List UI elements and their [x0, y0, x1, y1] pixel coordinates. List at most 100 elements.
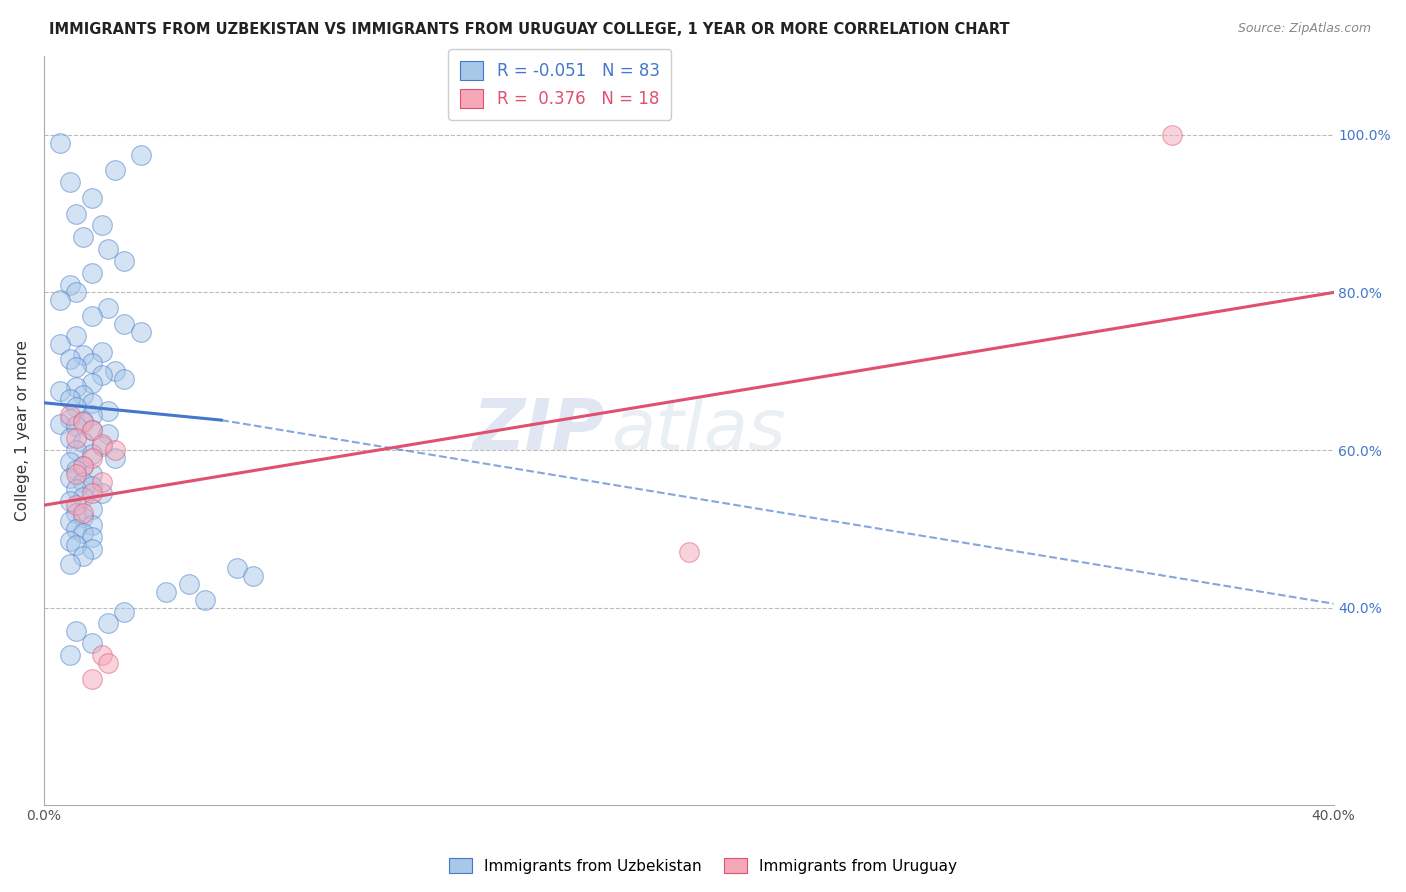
- Point: [82, 376, 104, 390]
- Point: [226, 561, 249, 575]
- Point: [97, 403, 120, 417]
- Point: [59, 514, 82, 528]
- Point: [82, 450, 104, 465]
- Point: [65, 207, 87, 221]
- Point: [59, 558, 82, 572]
- Point: [59, 352, 82, 367]
- Point: [114, 605, 136, 619]
- Point: [177, 577, 200, 591]
- Point: [59, 277, 82, 292]
- Point: [82, 467, 104, 481]
- Point: [49, 293, 72, 308]
- Point: [97, 301, 120, 316]
- Point: [65, 498, 87, 512]
- Point: [72, 458, 94, 473]
- Point: [65, 431, 87, 445]
- Point: [59, 494, 82, 508]
- Point: [72, 388, 94, 402]
- Point: [72, 525, 94, 540]
- Point: [1161, 128, 1184, 142]
- Point: [72, 349, 94, 363]
- Point: [59, 408, 82, 422]
- Text: Source: ZipAtlas.com: Source: ZipAtlas.com: [1237, 22, 1371, 36]
- Point: [82, 502, 104, 516]
- Point: [49, 417, 72, 431]
- Point: [65, 400, 87, 414]
- Point: [65, 483, 87, 497]
- Point: [82, 636, 104, 650]
- Point: [82, 356, 104, 370]
- Point: [65, 538, 87, 552]
- Point: [72, 458, 94, 473]
- Point: [129, 147, 152, 161]
- Point: [82, 478, 104, 492]
- Point: [72, 435, 94, 450]
- Point: [65, 506, 87, 520]
- Point: [59, 533, 82, 548]
- Y-axis label: College, 1 year or more: College, 1 year or more: [15, 340, 30, 521]
- Point: [72, 549, 94, 564]
- Point: [104, 364, 127, 378]
- Point: [49, 136, 72, 150]
- Text: IMMIGRANTS FROM UZBEKISTAN VS IMMIGRANTS FROM URUGUAY COLLEGE, 1 YEAR OR MORE CO: IMMIGRANTS FROM UZBEKISTAN VS IMMIGRANTS…: [49, 22, 1010, 37]
- Point: [90, 436, 112, 450]
- Point: [82, 309, 104, 323]
- Point: [82, 672, 104, 686]
- Point: [90, 475, 112, 489]
- Point: [82, 447, 104, 461]
- Point: [72, 475, 94, 489]
- Point: [59, 455, 82, 469]
- Point: [59, 648, 82, 662]
- Point: [97, 616, 120, 631]
- Point: [65, 522, 87, 536]
- Text: atlas: atlas: [612, 396, 786, 465]
- Point: [82, 423, 104, 437]
- Point: [82, 541, 104, 556]
- Point: [65, 443, 87, 458]
- Point: [59, 431, 82, 445]
- Point: [82, 266, 104, 280]
- Point: [72, 506, 94, 520]
- Point: [72, 510, 94, 524]
- Point: [65, 380, 87, 394]
- Point: [104, 163, 127, 178]
- Point: [90, 344, 112, 359]
- Point: [59, 175, 82, 189]
- Point: [59, 392, 82, 406]
- Point: [72, 414, 94, 428]
- Point: [59, 411, 82, 425]
- Point: [82, 530, 104, 544]
- Point: [90, 486, 112, 500]
- Point: [104, 443, 127, 458]
- Point: [194, 592, 217, 607]
- Point: [82, 408, 104, 422]
- Point: [678, 545, 700, 559]
- Point: [90, 648, 112, 662]
- Point: [155, 585, 177, 599]
- Point: [72, 416, 94, 430]
- Point: [82, 396, 104, 410]
- Text: ZIP: ZIP: [472, 396, 605, 465]
- Point: [59, 470, 82, 484]
- Point: [49, 384, 72, 398]
- Point: [82, 191, 104, 205]
- Point: [65, 463, 87, 477]
- Legend: Immigrants from Uzbekistan, Immigrants from Uruguay: Immigrants from Uzbekistan, Immigrants f…: [443, 852, 963, 880]
- Point: [97, 427, 120, 442]
- Point: [90, 219, 112, 233]
- Point: [82, 517, 104, 532]
- Point: [72, 230, 94, 244]
- Point: [104, 450, 127, 465]
- Point: [65, 360, 87, 375]
- Point: [65, 624, 87, 639]
- Point: [114, 254, 136, 268]
- Point: [65, 328, 87, 343]
- Point: [97, 656, 120, 670]
- Point: [65, 419, 87, 434]
- Point: [242, 569, 264, 583]
- Point: [90, 368, 112, 383]
- Point: [65, 467, 87, 481]
- Point: [49, 336, 72, 351]
- Point: [114, 372, 136, 386]
- Point: [82, 423, 104, 437]
